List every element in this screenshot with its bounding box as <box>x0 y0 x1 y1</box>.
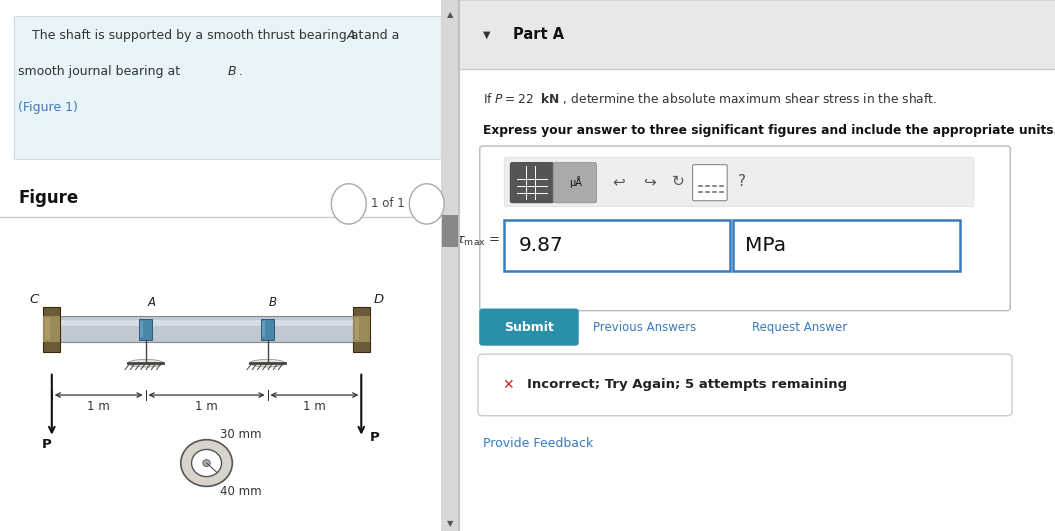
Text: Incorrect; Try Again; 5 attempts remaining: Incorrect; Try Again; 5 attempts remaini… <box>528 379 847 391</box>
FancyBboxPatch shape <box>140 321 142 337</box>
FancyBboxPatch shape <box>692 165 727 201</box>
Text: 40 mm: 40 mm <box>219 485 262 498</box>
Text: $\mathit{B}$: $\mathit{B}$ <box>227 65 237 78</box>
Text: P: P <box>41 438 51 451</box>
FancyBboxPatch shape <box>54 320 359 326</box>
FancyBboxPatch shape <box>354 319 360 340</box>
Text: ▼: ▼ <box>483 30 491 39</box>
FancyBboxPatch shape <box>504 157 974 207</box>
Text: >: > <box>422 198 433 210</box>
Text: $\tau_{\rm max}$ =: $\tau_{\rm max}$ = <box>456 235 501 248</box>
Text: ↪: ↪ <box>644 174 656 189</box>
Text: ▼: ▼ <box>446 519 453 527</box>
Text: $\mathit{A}$: $\mathit{A}$ <box>346 29 357 42</box>
FancyBboxPatch shape <box>733 220 960 271</box>
Circle shape <box>203 460 210 466</box>
FancyBboxPatch shape <box>261 319 274 340</box>
Text: ✕: ✕ <box>502 378 514 392</box>
FancyBboxPatch shape <box>352 307 369 352</box>
Text: ▲: ▲ <box>446 11 453 19</box>
Text: smooth journal bearing at: smooth journal bearing at <box>18 65 185 78</box>
FancyBboxPatch shape <box>503 220 730 271</box>
Text: C: C <box>30 293 39 306</box>
Text: Previous Answers: Previous Answers <box>593 321 696 333</box>
Text: .: . <box>238 65 243 78</box>
Circle shape <box>180 440 232 486</box>
Text: 1 m: 1 m <box>88 400 110 414</box>
Text: μÅ: μÅ <box>569 176 581 188</box>
Text: <: < <box>344 198 354 210</box>
Text: ↩: ↩ <box>612 174 625 189</box>
Text: ↻: ↻ <box>672 174 685 189</box>
FancyBboxPatch shape <box>262 321 265 337</box>
Text: 30 mm: 30 mm <box>219 428 262 441</box>
Text: 1 of 1: 1 of 1 <box>371 198 405 210</box>
Text: P: P <box>369 431 380 444</box>
FancyBboxPatch shape <box>14 16 441 159</box>
FancyBboxPatch shape <box>479 309 579 346</box>
FancyBboxPatch shape <box>43 307 60 352</box>
FancyBboxPatch shape <box>352 316 369 342</box>
Text: MPa: MPa <box>745 236 786 255</box>
FancyBboxPatch shape <box>52 316 361 342</box>
FancyBboxPatch shape <box>43 316 60 342</box>
Text: The shaft is supported by a smooth thrust bearing at: The shaft is supported by a smooth thrus… <box>32 29 367 42</box>
FancyBboxPatch shape <box>441 0 459 531</box>
Text: Submit: Submit <box>504 321 554 333</box>
Circle shape <box>331 184 366 224</box>
Text: D: D <box>373 293 384 306</box>
FancyBboxPatch shape <box>442 215 458 247</box>
Text: If $P = 22$  $\bf{kN}$ , determine the absolute maximum shear stress in the shaf: If $P = 22$ $\bf{kN}$ , determine the ab… <box>483 91 937 106</box>
Text: Request Answer: Request Answer <box>752 321 847 333</box>
FancyBboxPatch shape <box>139 319 152 340</box>
Text: B: B <box>269 296 277 309</box>
Text: 1 m: 1 m <box>195 400 218 414</box>
Text: A: A <box>148 296 155 309</box>
Text: 1 m: 1 m <box>303 400 326 414</box>
Circle shape <box>409 184 444 224</box>
Text: Express your answer to three significant figures and include the appropriate uni: Express your answer to three significant… <box>483 124 1055 136</box>
FancyBboxPatch shape <box>511 162 554 203</box>
Ellipse shape <box>250 359 285 367</box>
Ellipse shape <box>128 359 164 367</box>
Text: Part A: Part A <box>513 27 563 42</box>
FancyBboxPatch shape <box>480 146 1011 311</box>
Text: and a: and a <box>360 29 400 42</box>
Text: Figure: Figure <box>18 189 79 207</box>
Text: 9.87: 9.87 <box>519 236 563 255</box>
Text: ?: ? <box>738 174 746 189</box>
FancyBboxPatch shape <box>459 69 1055 531</box>
FancyBboxPatch shape <box>459 0 1055 69</box>
Text: Provide Feedback: Provide Feedback <box>483 437 593 450</box>
FancyBboxPatch shape <box>45 319 50 340</box>
Text: (Figure 1): (Figure 1) <box>18 101 78 114</box>
FancyBboxPatch shape <box>553 162 597 203</box>
FancyBboxPatch shape <box>478 354 1012 416</box>
Circle shape <box>192 449 222 477</box>
